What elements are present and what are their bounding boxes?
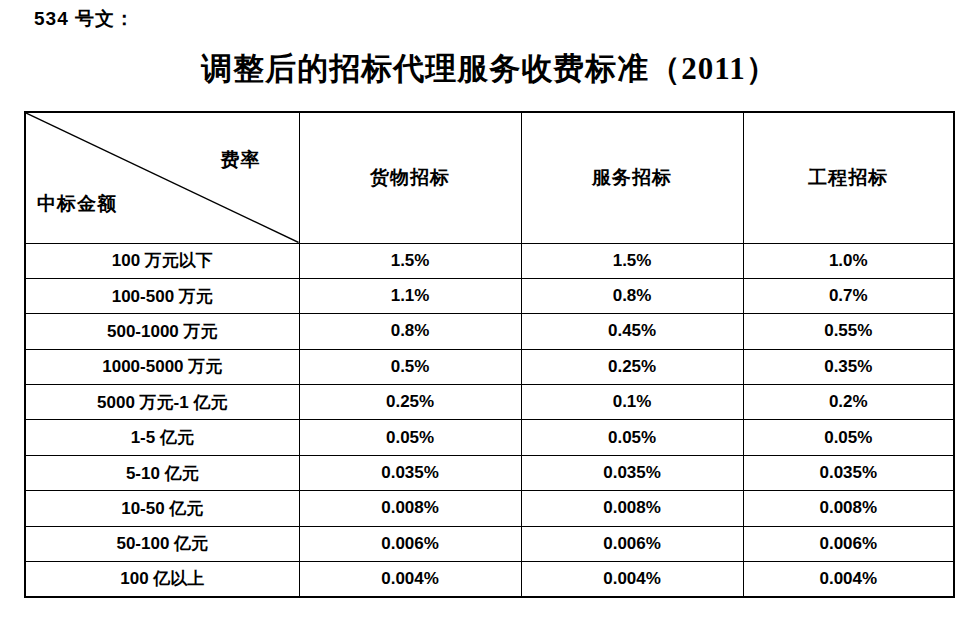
rate-value-cell: 0.05% xyxy=(743,420,954,455)
amount-range-cell: 1-5 亿元 xyxy=(25,420,299,455)
rate-value-cell: 0.008% xyxy=(743,491,954,526)
amount-range-cell: 5000 万元-1 亿元 xyxy=(25,385,299,420)
rate-value-cell: 0.004% xyxy=(299,562,521,597)
rate-value-cell: 0.8% xyxy=(521,278,743,313)
rate-value-cell: 1.5% xyxy=(521,243,743,278)
rate-value-cell: 0.45% xyxy=(521,314,743,349)
column-header-engineering: 工程招标 xyxy=(743,112,954,243)
table-body: 100 万元以下1.5%1.5%1.0%100-500 万元1.1%0.8%0.… xyxy=(25,243,954,597)
rate-value-cell: 0.004% xyxy=(521,562,743,597)
table-header: 费率 中标金额 货物招标 服务招标 工程招标 xyxy=(25,112,954,243)
rate-value-cell: 0.006% xyxy=(743,526,954,561)
amount-range-cell: 10-50 亿元 xyxy=(25,491,299,526)
amount-range-cell: 1000-5000 万元 xyxy=(25,349,299,384)
table-row: 100 亿以上0.004%0.004%0.004% xyxy=(25,562,954,597)
amount-range-cell: 50-100 亿元 xyxy=(25,526,299,561)
rate-value-cell: 0.006% xyxy=(299,526,521,561)
rate-value-cell: 0.008% xyxy=(521,491,743,526)
rate-value-cell: 1.5% xyxy=(299,243,521,278)
page-title: 调整后的招标代理服务收费标准（2011） xyxy=(0,48,979,90)
rate-value-cell: 0.035% xyxy=(299,455,521,490)
rate-value-cell: 0.05% xyxy=(521,420,743,455)
table-row: 5000 万元-1 亿元0.25%0.1%0.2% xyxy=(25,385,954,420)
rate-value-cell: 0.25% xyxy=(521,349,743,384)
corner-label-rate: 费率 xyxy=(220,147,260,173)
rate-value-cell: 0.1% xyxy=(521,385,743,420)
table-row: 100 万元以下1.5%1.5%1.0% xyxy=(25,243,954,278)
table-row: 50-100 亿元0.006%0.006%0.006% xyxy=(25,526,954,561)
amount-range-cell: 100-500 万元 xyxy=(25,278,299,313)
amount-range-cell: 100 亿以上 xyxy=(25,562,299,597)
rate-value-cell: 0.35% xyxy=(743,349,954,384)
rate-value-cell: 0.035% xyxy=(521,455,743,490)
amount-range-cell: 500-1000 万元 xyxy=(25,314,299,349)
column-header-services: 服务招标 xyxy=(521,112,743,243)
column-header-goods: 货物招标 xyxy=(299,112,521,243)
rate-value-cell: 0.006% xyxy=(521,526,743,561)
rate-value-cell: 1.0% xyxy=(743,243,954,278)
doc-number-label: 534 号文： xyxy=(34,6,135,32)
table-row: 5-10 亿元0.035%0.035%0.035% xyxy=(25,455,954,490)
diagonal-divider-line xyxy=(26,113,299,243)
rate-value-cell: 0.05% xyxy=(299,420,521,455)
table-row: 500-1000 万元0.8%0.45%0.55% xyxy=(25,314,954,349)
rate-value-cell: 0.035% xyxy=(743,455,954,490)
rate-value-cell: 0.25% xyxy=(299,385,521,420)
table-row: 100-500 万元1.1%0.8%0.7% xyxy=(25,278,954,313)
table-row: 1-5 亿元0.05%0.05%0.05% xyxy=(25,420,954,455)
rate-value-cell: 0.004% xyxy=(743,562,954,597)
rate-value-cell: 0.8% xyxy=(299,314,521,349)
amount-range-cell: 5-10 亿元 xyxy=(25,455,299,490)
rate-value-cell: 1.1% xyxy=(299,278,521,313)
rate-value-cell: 0.7% xyxy=(743,278,954,313)
header-row: 费率 中标金额 货物招标 服务招标 工程招标 xyxy=(25,112,954,243)
rate-value-cell: 0.55% xyxy=(743,314,954,349)
rate-value-cell: 0.2% xyxy=(743,385,954,420)
table-row: 10-50 亿元0.008%0.008%0.008% xyxy=(25,491,954,526)
fee-rate-table: 费率 中标金额 货物招标 服务招标 工程招标 100 万元以下1.5%1.5%1… xyxy=(24,111,955,598)
corner-label-amount: 中标金额 xyxy=(37,191,117,217)
amount-range-cell: 100 万元以下 xyxy=(25,243,299,278)
table-row: 1000-5000 万元0.5%0.25%0.35% xyxy=(25,349,954,384)
document-page: 534 号文： 调整后的招标代理服务收费标准（2011） 费率 中标金额 货物招… xyxy=(0,0,979,629)
rate-value-cell: 0.008% xyxy=(299,491,521,526)
corner-header-cell: 费率 中标金额 xyxy=(25,112,299,243)
rate-value-cell: 0.5% xyxy=(299,349,521,384)
